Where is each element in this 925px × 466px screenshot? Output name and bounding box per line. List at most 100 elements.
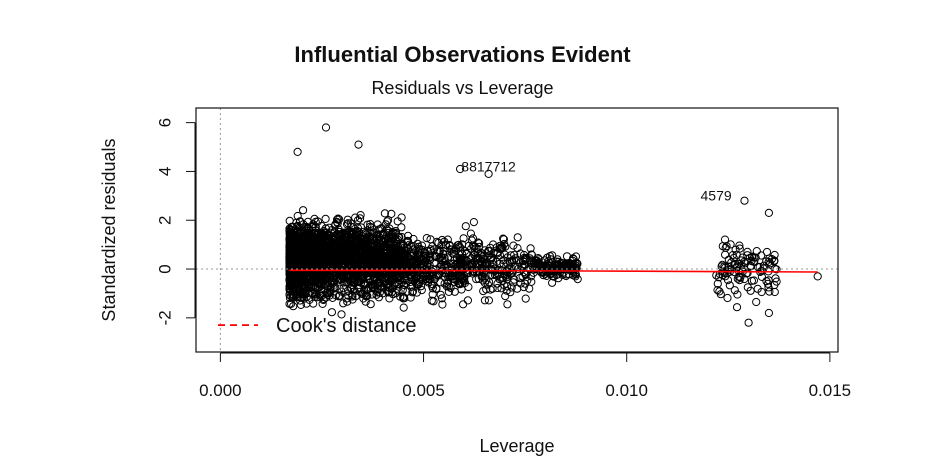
data-point bbox=[744, 318, 753, 327]
data-point bbox=[721, 250, 730, 259]
data-point bbox=[747, 276, 757, 285]
data-point bbox=[470, 248, 479, 257]
data-point bbox=[509, 241, 518, 250]
data-point bbox=[378, 256, 387, 265]
data-point bbox=[385, 294, 394, 303]
data-point bbox=[461, 222, 470, 231]
data-point bbox=[766, 259, 775, 268]
data-point bbox=[764, 308, 774, 318]
data-point bbox=[312, 230, 321, 239]
data-point bbox=[438, 300, 447, 309]
data-point bbox=[301, 264, 311, 273]
data-point bbox=[434, 238, 443, 247]
x-tick-label: 0.005 bbox=[402, 381, 445, 400]
data-point bbox=[387, 209, 396, 218]
data-point bbox=[353, 241, 362, 251]
data-point bbox=[573, 275, 582, 284]
data-point bbox=[381, 268, 390, 277]
data-point bbox=[349, 223, 358, 232]
data-point bbox=[362, 250, 371, 259]
data-point bbox=[444, 272, 453, 281]
data-point bbox=[415, 277, 424, 287]
data-point bbox=[403, 231, 413, 240]
data-point bbox=[344, 219, 353, 228]
data-point bbox=[318, 244, 328, 253]
data-point bbox=[311, 217, 320, 226]
data-point bbox=[332, 259, 341, 268]
data-point bbox=[434, 248, 443, 257]
data-point bbox=[772, 277, 781, 286]
data-point bbox=[479, 287, 488, 296]
data-point bbox=[363, 237, 372, 246]
data-point bbox=[525, 284, 534, 293]
data-point bbox=[345, 252, 354, 261]
data-point bbox=[715, 287, 724, 296]
data-point bbox=[419, 268, 428, 277]
legend-label: Cook's distance bbox=[276, 315, 417, 337]
data-point bbox=[378, 260, 388, 269]
data-point bbox=[757, 287, 766, 297]
data-point bbox=[383, 260, 392, 269]
legend: Cook's distance bbox=[218, 315, 417, 337]
data-point bbox=[440, 253, 449, 262]
data-point bbox=[497, 243, 506, 252]
data-point bbox=[437, 294, 446, 303]
data-point bbox=[344, 272, 353, 281]
data-point bbox=[295, 217, 304, 226]
data-point bbox=[503, 300, 512, 309]
data-point bbox=[764, 276, 773, 285]
data-point bbox=[414, 244, 423, 253]
data-point bbox=[730, 286, 739, 295]
data-point bbox=[422, 253, 431, 262]
data-point bbox=[344, 291, 353, 300]
data-point bbox=[456, 247, 465, 256]
data-point bbox=[422, 234, 431, 243]
data-point bbox=[353, 224, 363, 233]
data-point bbox=[400, 294, 409, 303]
data-point bbox=[286, 246, 295, 255]
data-point bbox=[765, 254, 774, 263]
data-point bbox=[405, 240, 414, 249]
data-point bbox=[300, 246, 309, 255]
data-point bbox=[314, 246, 323, 255]
data-point bbox=[513, 244, 522, 253]
data-point bbox=[323, 277, 332, 286]
data-point bbox=[513, 233, 522, 242]
data-point bbox=[511, 254, 520, 263]
data-point bbox=[723, 276, 733, 285]
data-point bbox=[372, 238, 381, 247]
data-point bbox=[720, 235, 730, 244]
data-point bbox=[293, 278, 302, 287]
data-point bbox=[321, 214, 330, 223]
data-point bbox=[325, 231, 334, 240]
data-point bbox=[552, 265, 562, 274]
data-point bbox=[377, 259, 386, 268]
data-point bbox=[499, 234, 508, 243]
data-point bbox=[527, 251, 537, 260]
data-point bbox=[285, 287, 294, 297]
data-point bbox=[290, 236, 299, 245]
data-point bbox=[345, 236, 355, 245]
data-point bbox=[289, 274, 298, 283]
data-point bbox=[470, 242, 479, 251]
data-point bbox=[440, 272, 450, 281]
data-point bbox=[397, 213, 406, 222]
data-point bbox=[337, 310, 346, 319]
y-tick-label: 4 bbox=[155, 167, 174, 176]
data-point bbox=[472, 275, 481, 284]
data-point bbox=[358, 256, 367, 265]
plot-frame bbox=[195, 107, 839, 353]
y-axis-label: Standardized residuals bbox=[99, 138, 119, 321]
data-point bbox=[397, 223, 406, 232]
data-point bbox=[743, 283, 752, 292]
x-axis: 0.000 0.005 0.010 0.015 bbox=[199, 352, 851, 400]
data-point bbox=[335, 284, 344, 293]
data-point bbox=[486, 253, 496, 262]
data-point bbox=[486, 243, 495, 252]
data-point bbox=[562, 252, 572, 261]
data-point bbox=[717, 262, 726, 271]
data-point bbox=[444, 287, 453, 296]
data-point bbox=[450, 287, 459, 296]
data-point bbox=[449, 259, 458, 268]
data-point bbox=[292, 283, 301, 292]
